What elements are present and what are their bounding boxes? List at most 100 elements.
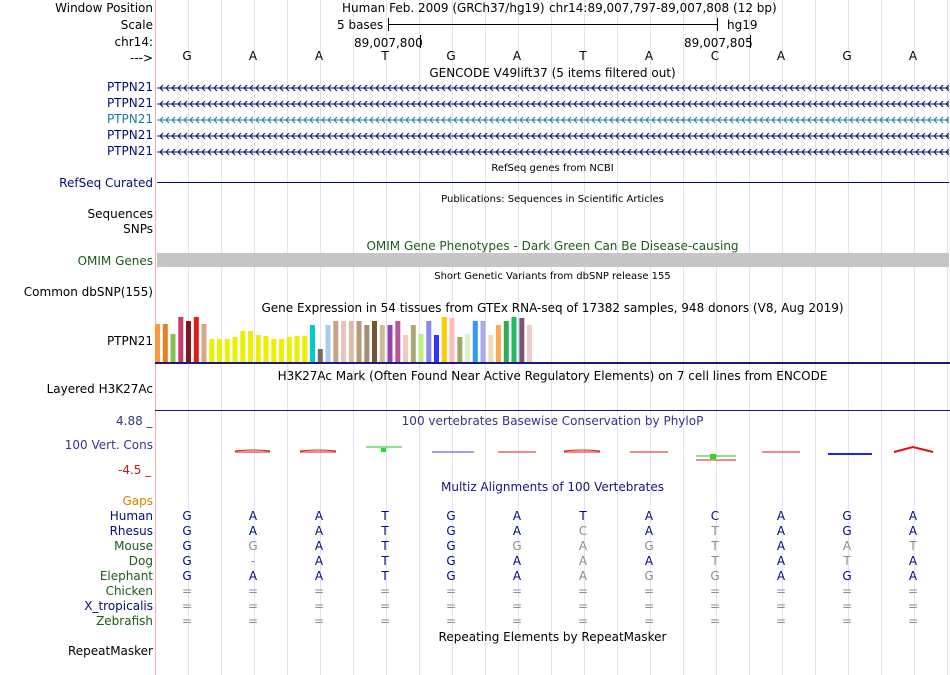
ruler-base: A	[314, 49, 324, 63]
alignment-base: =	[907, 614, 919, 628]
omim-label[interactable]: OMIM Genes	[77, 254, 153, 268]
gtex-bar[interactable]	[503, 321, 509, 362]
repeatmasker-title[interactable]: Repeating Elements by RepeatMasker	[438, 630, 667, 644]
species-label[interactable]: Chicken	[105, 584, 153, 598]
gencode-track-label[interactable]: PTPN21	[106, 80, 153, 94]
phylop-title[interactable]: 100 vertebrates Basewise Conservation by…	[401, 414, 704, 428]
gtex-bar[interactable]	[224, 339, 230, 362]
gtex-title[interactable]: Gene Expression in 54 tissues from GTEx …	[261, 301, 844, 315]
gtex-bar[interactable]	[403, 335, 408, 362]
alignment-base: T	[711, 539, 719, 553]
gtex-bar[interactable]	[387, 325, 393, 362]
species-label[interactable]: Mouse	[114, 539, 153, 553]
h3k27ac-label[interactable]: Layered H3K27Ac	[46, 382, 153, 396]
dbsnp-title[interactable]: Short Genetic Variants from dbSNP releas…	[434, 271, 671, 282]
gtex-bar[interactable]	[286, 337, 292, 362]
gtex-bar[interactable]	[248, 331, 253, 362]
publications-title[interactable]: Publications: Sequences in Scientific Ar…	[441, 194, 664, 205]
gtex-bar[interactable]	[379, 325, 385, 362]
gtex-label[interactable]: PTPN21	[106, 334, 153, 348]
alignment-base: G	[842, 509, 852, 523]
gencode-track-label[interactable]: PTPN21	[106, 144, 153, 158]
gtex-bar[interactable]	[348, 321, 354, 362]
snps-label[interactable]: SNPs	[123, 222, 153, 236]
gencode-track-label[interactable]: PTPN21	[106, 112, 153, 126]
repeatmasker-label[interactable]: RepeatMasker	[67, 644, 153, 658]
gtex-bar[interactable]	[178, 317, 184, 362]
refseq-label[interactable]: RefSeq Curated	[59, 176, 153, 190]
gtex-bar[interactable]	[201, 324, 207, 362]
gtex-bar[interactable]	[434, 335, 439, 362]
gtex-bar[interactable]	[527, 325, 532, 362]
phylop-label[interactable]: 100 Vert. Cons	[64, 438, 153, 452]
gtex-bar[interactable]	[364, 325, 370, 362]
refseq-title[interactable]: RefSeq genes from NCBI	[491, 163, 614, 174]
gtex-bar[interactable]	[170, 334, 176, 362]
gtex-bar[interactable]	[449, 318, 455, 362]
species-label[interactable]: Dog	[128, 554, 153, 568]
ruler-base: A	[644, 49, 654, 63]
h3k27ac-title[interactable]: H3K27Ac Mark (Often Found Near Active Re…	[277, 369, 828, 383]
alignment-base: =	[643, 614, 655, 628]
gtex-bar[interactable]	[341, 321, 346, 362]
gtex-bar[interactable]	[395, 321, 401, 362]
multiz-title[interactable]: Multiz Alignments of 100 Vertebrates	[440, 480, 665, 494]
gtex-bar[interactable]	[186, 321, 191, 362]
gtex-bar[interactable]	[263, 336, 269, 362]
gtex-bar[interactable]	[426, 321, 432, 362]
gtex-bar[interactable]	[217, 339, 222, 362]
gencode-track-label[interactable]: PTPN21	[106, 128, 153, 142]
gtex-bar[interactable]	[472, 321, 478, 362]
species-label[interactable]: Human	[109, 509, 153, 523]
gtex-bar[interactable]	[232, 337, 238, 362]
gtex-bar[interactable]	[209, 339, 215, 362]
gtex-bar[interactable]	[511, 317, 517, 362]
gtex-bar[interactable]	[356, 321, 362, 362]
gtex-bar[interactable]	[418, 334, 424, 362]
gtex-bar[interactable]	[317, 349, 323, 362]
gaps-label[interactable]: Gaps	[122, 494, 153, 508]
gtex-bar[interactable]	[294, 336, 300, 362]
gtex-bar[interactable]	[279, 339, 284, 362]
gtex-bar[interactable]	[193, 317, 199, 362]
gtex-bar[interactable]	[410, 325, 416, 362]
species-label[interactable]: X_tropicalis	[84, 599, 153, 613]
species-label[interactable]: Zebrafish	[96, 614, 153, 628]
gtex-bar[interactable]	[310, 325, 315, 362]
gtex-bar[interactable]	[519, 318, 525, 362]
omim-title[interactable]: OMIM Gene Phenotypes - Dark Green Can Be…	[366, 239, 739, 253]
ruler-base: T	[381, 49, 389, 63]
gtex-bar[interactable]	[162, 324, 168, 362]
gtex-bar[interactable]	[372, 321, 377, 362]
omim-bar[interactable]	[157, 253, 949, 267]
gtex-bar[interactable]	[465, 334, 470, 362]
gtex-bar[interactable]	[155, 324, 160, 362]
gtex-bar[interactable]	[488, 335, 494, 362]
gtex-bar[interactable]	[496, 325, 501, 362]
gtex-bar[interactable]	[333, 321, 339, 362]
alignment-base: =	[445, 614, 457, 628]
ruler-base: T	[579, 49, 587, 63]
gtex-bar[interactable]	[255, 335, 261, 362]
species-label[interactable]: Rhesus	[109, 524, 153, 538]
gtex-bar[interactable]	[302, 336, 308, 362]
sequences-label[interactable]: Sequences	[87, 207, 153, 221]
gtex-bar[interactable]	[240, 331, 246, 362]
gencode-track-label[interactable]: PTPN21	[106, 96, 153, 110]
gencode-title[interactable]: GENCODE V49lift37 (5 items filtered out)	[429, 66, 676, 80]
dbsnp-label[interactable]: Common dbSNP(155)	[23, 285, 153, 299]
gtex-bar[interactable]	[325, 325, 331, 362]
species-label[interactable]: Elephant	[99, 569, 153, 583]
gtex-bar[interactable]	[271, 339, 277, 362]
gtex-bar[interactable]	[480, 321, 486, 362]
gtex-bar[interactable]	[457, 337, 463, 362]
refseq-gene-line[interactable]	[157, 182, 949, 183]
gtex-bar[interactable]	[441, 317, 447, 362]
